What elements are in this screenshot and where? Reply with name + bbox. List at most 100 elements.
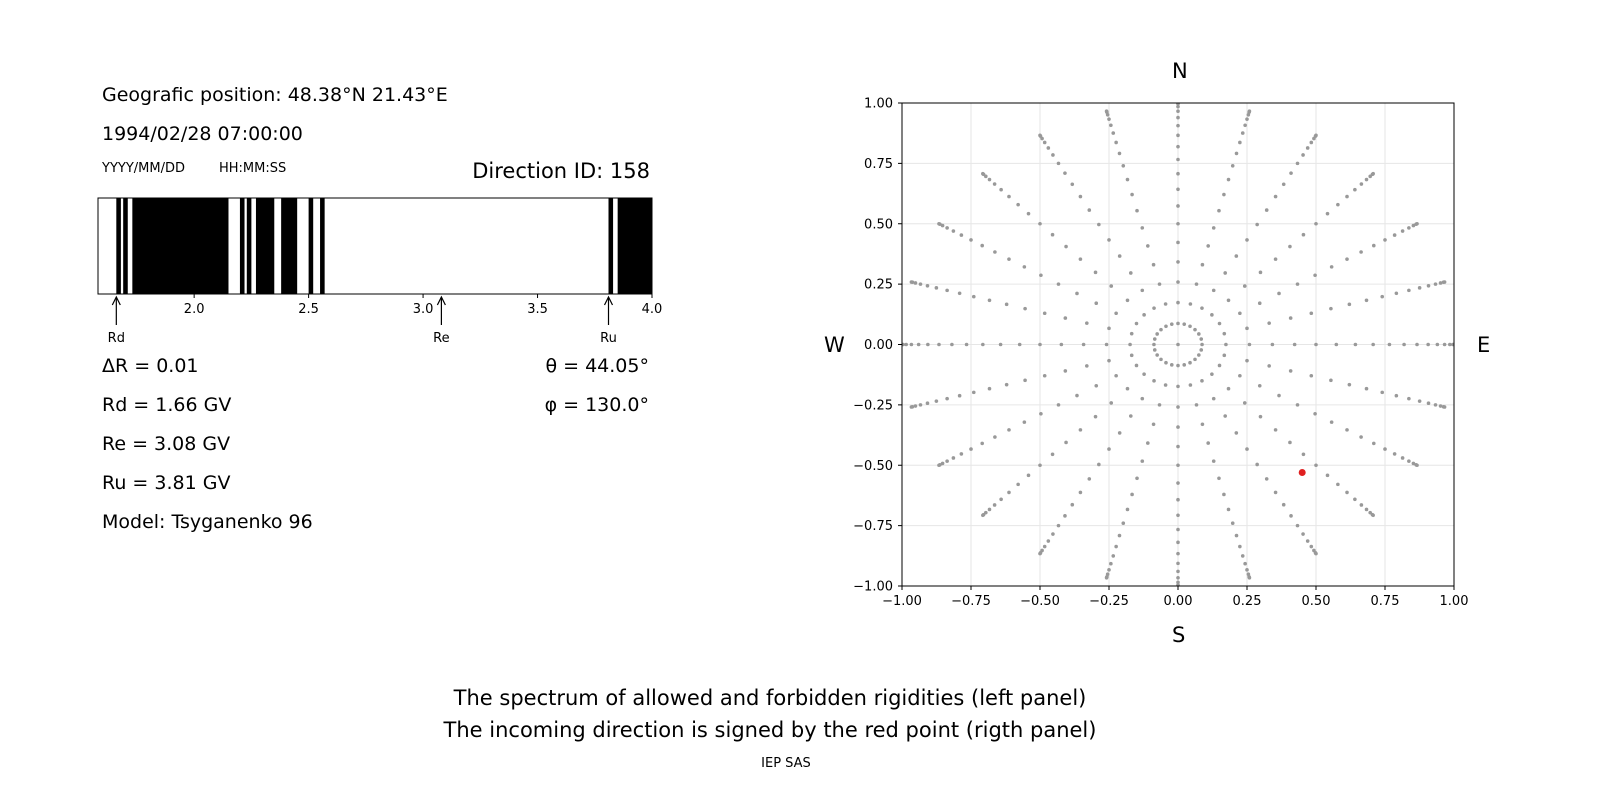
direction-point <box>992 503 997 507</box>
direction-point <box>1016 482 1020 487</box>
direction-point <box>1121 521 1126 525</box>
forbidden-band <box>116 198 121 294</box>
direction-point <box>1169 363 1174 367</box>
direction-point <box>1056 403 1061 407</box>
direction-point <box>998 342 1003 347</box>
direction-point <box>1295 403 1300 407</box>
direction-point <box>1042 140 1047 145</box>
direction-point <box>1182 363 1187 367</box>
theta-value: θ = 44.05° <box>545 355 649 377</box>
direction-point <box>1176 115 1180 120</box>
direction-point <box>937 342 941 347</box>
direction-point <box>1107 238 1111 242</box>
marker-arrow-head <box>111 295 121 306</box>
direction-point <box>1176 187 1180 192</box>
direction-point <box>1314 221 1318 226</box>
direction-point <box>918 403 923 407</box>
direction-point <box>1314 342 1318 347</box>
direction-point <box>1245 326 1249 331</box>
direction-point <box>945 459 949 463</box>
x-tick-label: 0.75 <box>1371 594 1400 609</box>
direction-point <box>1176 481 1180 485</box>
forbidden-band <box>281 198 298 294</box>
direction-point <box>1247 109 1252 114</box>
direction-point <box>1200 306 1204 310</box>
direction-point <box>987 298 992 303</box>
direction-point <box>1176 157 1180 162</box>
compass-east: E <box>1477 333 1491 357</box>
direction-point <box>1176 240 1180 245</box>
direction-point <box>980 441 985 446</box>
direction-point <box>1407 396 1411 401</box>
direction-point <box>951 229 956 233</box>
direction-point <box>1435 342 1440 347</box>
direction-point <box>1125 298 1130 303</box>
direction-point <box>909 342 914 347</box>
direction-point <box>1023 378 1027 383</box>
direction-point <box>1359 503 1364 507</box>
direction-point <box>1152 337 1157 341</box>
direction-point <box>1258 270 1263 275</box>
direction-point <box>1152 348 1157 352</box>
direction-point <box>981 513 985 518</box>
direction-scatter-chart: −1.00 −0.75 −0.50 −0.25 0.00 0.25 0.50 0.75 1.00… <box>853 97 1468 610</box>
x-tick-label: 1.00 <box>1440 594 1469 609</box>
direction-point <box>1111 554 1116 558</box>
direction-point <box>1155 353 1159 357</box>
direction-point <box>1211 396 1216 401</box>
direction-point <box>1270 342 1275 347</box>
direction-point <box>1245 117 1249 121</box>
direction-point <box>1146 244 1150 248</box>
direction-point <box>1176 342 1180 347</box>
direction-point <box>1329 420 1334 424</box>
y-tick-label: −1.00 <box>853 580 893 595</box>
direction-point <box>1188 360 1192 365</box>
direction-point <box>1234 254 1239 258</box>
direction-point <box>1176 551 1180 556</box>
direction-point <box>1295 282 1300 286</box>
direction-point <box>1176 569 1180 574</box>
direction-point <box>1415 463 1419 468</box>
direction-point <box>1255 462 1259 467</box>
direction-point <box>1121 164 1126 168</box>
forbidden-band <box>255 198 275 294</box>
direction-point <box>959 233 964 237</box>
direction-point <box>1364 507 1369 512</box>
direction-point <box>1163 383 1168 387</box>
direction-point <box>1305 146 1310 150</box>
direction-point <box>937 221 941 226</box>
x-tick-label: −0.75 <box>951 594 991 609</box>
direction-point <box>1176 444 1180 449</box>
direction-point <box>1277 291 1281 296</box>
direction-point <box>1211 226 1216 230</box>
direction-point <box>1117 151 1122 156</box>
direction-point <box>1288 316 1293 320</box>
direction-point <box>1085 364 1089 368</box>
direction-point <box>1247 575 1252 580</box>
x-tick-label: −0.50 <box>1020 594 1060 609</box>
direction-point <box>1176 527 1180 532</box>
direction-point <box>1075 393 1079 398</box>
direction-point <box>1017 342 1022 347</box>
direction-point <box>1026 473 1031 478</box>
direction-point <box>1243 123 1247 128</box>
direction-point <box>1257 301 1262 306</box>
direction-point <box>1042 544 1047 549</box>
direction-point <box>1242 284 1247 288</box>
compass-south: S <box>1172 623 1186 647</box>
time-format-label: HH:MM:SS <box>219 161 287 176</box>
direction-point <box>1176 363 1180 368</box>
direction-point <box>1359 250 1363 254</box>
direction-point <box>1038 221 1042 226</box>
direction-point <box>1085 321 1089 325</box>
direction-point <box>1277 393 1281 398</box>
direction-point <box>993 435 997 439</box>
direction-point <box>1217 321 1222 326</box>
direction-point <box>1081 342 1086 347</box>
credit: IEP SAS <box>761 756 811 771</box>
direction-point <box>1238 311 1242 316</box>
direction-point <box>1242 401 1247 405</box>
direction-point <box>1309 140 1314 145</box>
direction-point <box>913 281 918 285</box>
direction-point <box>1234 151 1239 156</box>
